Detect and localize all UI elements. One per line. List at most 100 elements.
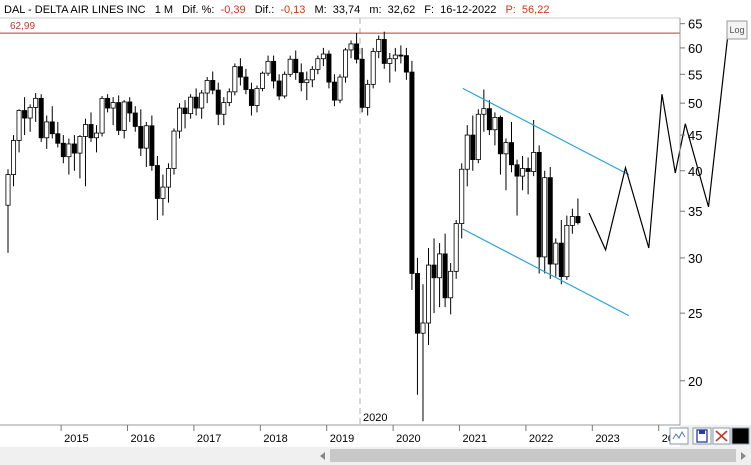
candle-body [143, 125, 149, 149]
candle-body [276, 80, 282, 97]
candle-body [420, 322, 426, 334]
x-axis-band [0, 425, 680, 445]
candle-body [403, 55, 409, 73]
scroll-left-button[interactable] [314, 448, 330, 464]
y-tick-label: 40 [688, 164, 702, 179]
candle-body [132, 112, 138, 127]
scroll-right-button[interactable] [736, 448, 751, 464]
header-price-value: 56,22 [522, 4, 550, 16]
y-tick-label: 45 [688, 128, 702, 143]
log-toggle-box[interactable] [726, 20, 748, 40]
candle-body [481, 108, 487, 115]
candle-body [459, 168, 465, 224]
y-tick-label: 65 [688, 17, 702, 32]
reference-line-label: 62,99 [10, 21, 35, 32]
candle-body [453, 223, 459, 272]
save-button[interactable] [692, 427, 712, 445]
candle-body [392, 54, 398, 60]
candle-body [71, 143, 77, 154]
candle-body [298, 72, 304, 84]
candle-body [177, 107, 183, 132]
y-axis: 20 25 30 35 40 45 50 55 60 65 [680, 17, 702, 389]
scrollbar-thumb[interactable] [330, 449, 736, 462]
x-tick-label: 2022 [529, 433, 553, 445]
save-icon-detail [699, 430, 705, 434]
candle-body [22, 110, 28, 119]
candle-body [359, 58, 365, 108]
candle-body [293, 58, 299, 74]
candle-body [564, 224, 570, 278]
candle-body [509, 142, 515, 166]
candle-body [315, 58, 321, 70]
candle-body [82, 124, 88, 137]
x-tick-label: 2016 [131, 433, 155, 445]
candle-body [44, 121, 50, 139]
log-toggle-label[interactable]: Log [729, 25, 744, 35]
candle-body [337, 76, 343, 101]
candle-body [426, 264, 432, 324]
candle-body [575, 216, 581, 224]
candle-body [60, 142, 66, 158]
candle-body [331, 81, 337, 101]
candle-body [304, 79, 310, 84]
candle-body [66, 143, 72, 158]
y-tick-label: 55 [688, 67, 702, 82]
candle-body [326, 53, 332, 83]
candle-body [149, 125, 155, 166]
candle-body [127, 101, 133, 114]
candle-body [248, 89, 254, 106]
x-tick-label: 2017 [197, 433, 221, 445]
wave-indicator-box[interactable] [669, 427, 689, 445]
overlay-lines-layer [462, 30, 729, 317]
candle-body [448, 270, 454, 299]
candle-body [11, 140, 17, 175]
candle-body [221, 102, 227, 115]
candle-body [77, 136, 83, 154]
candle-body [210, 80, 216, 91]
y-tick-label: 25 [688, 306, 702, 321]
arrow-right-icon [741, 452, 746, 460]
log-toggle-button[interactable]: Log [726, 20, 748, 40]
candle-body [243, 76, 249, 90]
candle-body [520, 168, 526, 177]
candle-body [55, 133, 61, 144]
candle-body [193, 96, 199, 109]
candle-body [237, 66, 243, 78]
candle-body [5, 174, 11, 206]
candle-body [182, 107, 188, 115]
color-swatch-button[interactable] [731, 427, 750, 445]
close-icon [715, 430, 728, 442]
candle-body [558, 242, 564, 278]
candle-body [569, 216, 575, 226]
candle-body [254, 87, 260, 106]
candle-body [553, 242, 559, 265]
header-dif-label: Dif.: [255, 4, 275, 16]
close-button[interactable] [712, 427, 731, 445]
color-swatch[interactable] [731, 427, 750, 445]
y-tick-label: 30 [688, 251, 702, 266]
candle-body [265, 60, 271, 74]
x-tick-label: 2021 [463, 433, 487, 445]
x-tick-label: 2018 [263, 433, 287, 445]
header-date-label: F: [424, 4, 434, 16]
header-date-value: 16-12-2022 [440, 4, 496, 16]
candle-body [475, 113, 481, 161]
y-tick-label: 50 [688, 96, 702, 111]
event-marker-label: 2020 [363, 412, 387, 424]
candle-body [215, 89, 221, 115]
header-min-label: m: [369, 4, 381, 16]
candle-body [204, 80, 210, 94]
candle-body [188, 96, 194, 115]
candle-body [437, 253, 443, 279]
candle-body [94, 132, 100, 139]
candle-body [398, 54, 404, 57]
candle-body [470, 134, 476, 161]
wave-indicator-button[interactable] [669, 427, 689, 445]
header-difpct-label: Dif. %: [182, 4, 214, 16]
lower-channel-line [462, 228, 630, 317]
candle-body [16, 110, 22, 141]
candle-body [49, 121, 55, 135]
candle-body [38, 97, 44, 139]
x-tick-label: 2015 [64, 433, 88, 445]
